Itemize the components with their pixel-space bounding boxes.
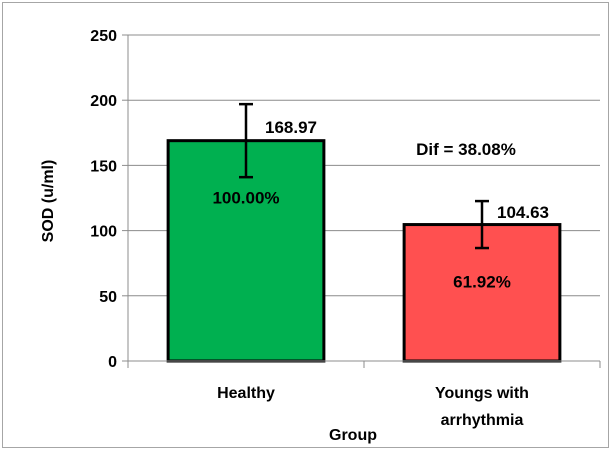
value-label: 168.97 [265,118,317,137]
x-tick-label: Healthy [217,385,275,402]
y-tick-label: 150 [90,158,117,175]
y-tick-label: 200 [90,93,117,110]
x-tick-label: arrhythmia [441,412,524,429]
value-label: 104.63 [497,203,549,222]
y-tick-label: 0 [108,354,117,371]
x-tick-labels: Healthy Youngs with arrhythmia [217,385,529,429]
y-tick-label: 100 [90,224,117,241]
y-tick-label: 250 [90,28,117,45]
difference-annotation: Dif = 38.08% [416,140,516,159]
x-axis-title: Group [329,427,377,444]
data-labels: 168.97 100.00% 104.63 61.92% [212,118,549,291]
y-tick-label: 50 [99,289,117,306]
y-axis-title: SOD (u/ml) [40,160,57,243]
x-tick-label: Youngs with [435,385,529,402]
axes [122,34,601,368]
percent-label: 100.00% [212,189,279,208]
percent-label: 61.92% [453,273,511,292]
y-tick-labels: 0 50 100 150 200 250 [90,28,117,371]
